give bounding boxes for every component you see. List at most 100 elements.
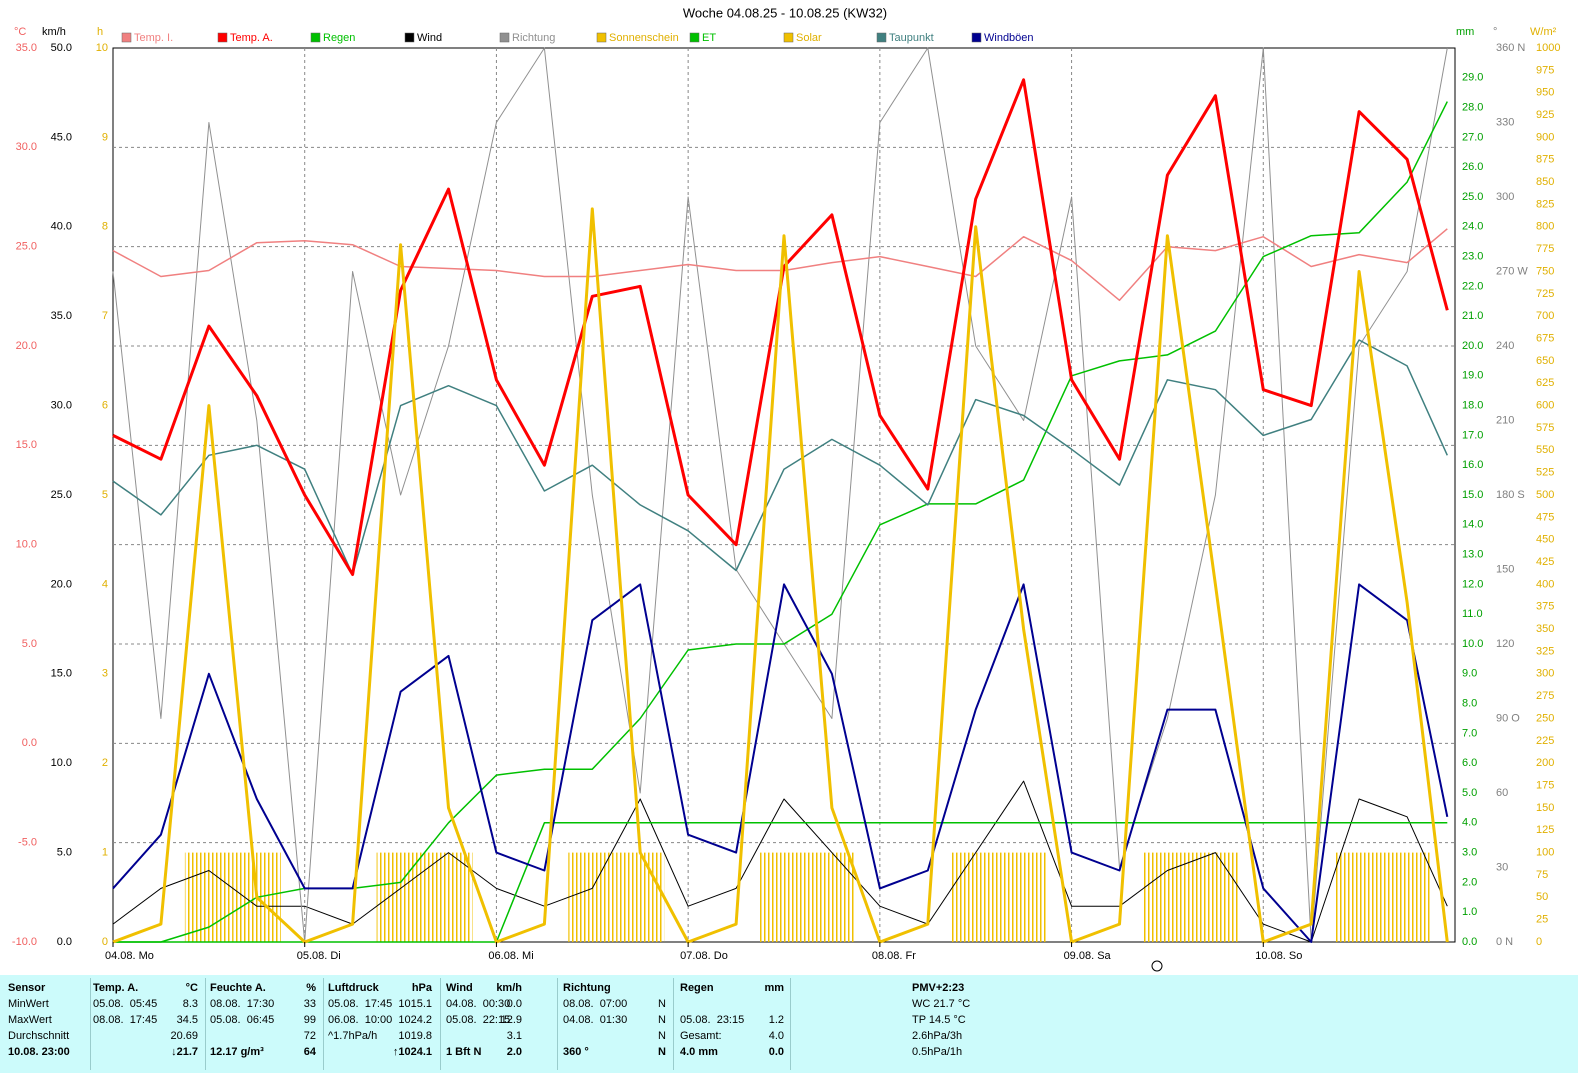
- y-tick-label: 23.0: [1462, 251, 1483, 263]
- y-tick-label: 20.0: [51, 578, 72, 590]
- y-tick-label: 0.0: [22, 737, 37, 749]
- y-tick-label: 725: [1536, 288, 1554, 300]
- axis-unit: W/m²: [1530, 26, 1557, 38]
- y-tick-label: 12.0: [1462, 578, 1483, 590]
- y-tick-label: 75: [1536, 869, 1548, 881]
- y-tick-label: 25.0: [51, 489, 72, 501]
- y-tick-label: 6: [102, 400, 108, 412]
- y-tick-label: 15.0: [51, 668, 72, 680]
- y-tick-label: 21.0: [1462, 310, 1483, 322]
- legend-label: Regen: [323, 32, 355, 44]
- y-tick-label: 240: [1496, 340, 1514, 352]
- y-tick-label: 180 S: [1496, 489, 1525, 501]
- y-tick-label: 3: [102, 668, 108, 680]
- table-cell: km/h: [496, 982, 522, 994]
- legend-swatch: [499, 32, 510, 43]
- y-tick-label: 8: [102, 221, 108, 233]
- y-tick-label: 600: [1536, 400, 1554, 412]
- y-tick-label: 300: [1496, 191, 1514, 203]
- table-cell: °C: [185, 982, 198, 994]
- y-tick-label: 90 O: [1496, 712, 1520, 724]
- y-tick-label: 1: [102, 847, 108, 859]
- y-tick-label: 4.0: [1462, 817, 1477, 829]
- table-cell: %: [306, 982, 316, 994]
- table-cell: 08.08. 17:45: [93, 1014, 158, 1026]
- sunshine-bar: [951, 852, 1000, 942]
- legend-label: ET: [702, 32, 716, 44]
- legend-swatch: [783, 32, 794, 43]
- y-tick-label: 50.0: [51, 42, 72, 54]
- y-tick-label: 925: [1536, 109, 1554, 121]
- table-cell: 04.08. 00:30: [446, 998, 511, 1010]
- table-cell: 0.0: [768, 1046, 784, 1058]
- y-tick-label: 30.0: [51, 400, 72, 412]
- y-tick-label: 26.0: [1462, 161, 1483, 173]
- y-tick-label: 10.0: [1462, 638, 1483, 650]
- table-cell: Temp. A.: [93, 982, 139, 994]
- y-tick-label: 270 W: [1496, 265, 1528, 277]
- y-tick-label: 35.0: [16, 42, 37, 54]
- y-tick-label: 850: [1536, 176, 1554, 188]
- y-tick-label: 200: [1536, 757, 1554, 769]
- y-tick-label: 40.0: [51, 221, 72, 233]
- y-tick-label: 150: [1536, 802, 1554, 814]
- y-tick-label: 825: [1536, 198, 1554, 210]
- x-tick-label: 08.08. Fr: [872, 950, 916, 962]
- table-cell: 33: [303, 998, 316, 1010]
- y-tick-label: 22.0: [1462, 280, 1483, 292]
- table-cell: 360 °: [563, 1046, 589, 1058]
- table-cell: ↓21.7: [171, 1046, 198, 1058]
- y-tick-label: 17.0: [1462, 429, 1483, 441]
- table-separator: [323, 978, 324, 1070]
- table-cell: 05.08. 06:45: [210, 1014, 275, 1026]
- y-tick-label: 30: [1496, 861, 1508, 873]
- table-cell: ↑1024.1: [392, 1046, 432, 1058]
- sunshine-bar: [1191, 852, 1240, 942]
- legend-label: Wind: [417, 32, 442, 44]
- legend-label: Temp. A.: [230, 32, 273, 44]
- table-cell: 12.17 g/m³: [210, 1046, 264, 1058]
- y-tick-label: 45.0: [51, 131, 72, 143]
- legend-swatch: [404, 32, 415, 43]
- legend-swatch: [121, 32, 132, 43]
- legend-swatch: [876, 32, 887, 43]
- x-tick-label: 09.08. Sa: [1064, 950, 1112, 962]
- y-tick-label: 375: [1536, 601, 1554, 613]
- table-cell: ^1.7hPa/h: [328, 1030, 378, 1042]
- table-cell: mm: [764, 982, 784, 994]
- y-tick-label: 0: [1536, 936, 1542, 948]
- y-tick-label: 4: [102, 578, 108, 590]
- pmv-line: 0.5hPa/1h: [912, 1046, 963, 1058]
- series-line: [112, 78, 1449, 576]
- legend-swatch: [596, 32, 607, 43]
- axes: °C-10.0-5.00.05.010.015.020.025.030.035.…: [12, 26, 1561, 962]
- table-cell: 08.08. 07:00: [563, 998, 628, 1010]
- table-cell: 20.69: [170, 1030, 198, 1042]
- y-tick-label: 550: [1536, 444, 1554, 456]
- y-tick-label: 5.0: [22, 638, 37, 650]
- y-tick-label: 20.0: [16, 340, 37, 352]
- sunshine-bar: [376, 852, 425, 942]
- y-tick-label: 35.0: [51, 310, 72, 322]
- y-tick-label: 20.0: [1462, 340, 1483, 352]
- table-cell: 1.2: [768, 1014, 784, 1026]
- table-separator: [205, 978, 206, 1070]
- y-tick-label: 210: [1496, 414, 1514, 426]
- table-cell: 10.08. 23:00: [8, 1046, 70, 1058]
- axis-unit: km/h: [42, 26, 66, 38]
- table-separator: [90, 978, 91, 1070]
- y-tick-label: 15.0: [16, 439, 37, 451]
- table-separator: [557, 978, 558, 1070]
- pmv-line: WC 21.7 °C: [912, 998, 971, 1010]
- pmv-line: TP 14.5 °C: [912, 1014, 966, 1026]
- legend-swatch: [217, 32, 228, 43]
- chart-title: Woche 04.08.25 - 10.08.25 (KW32): [683, 5, 887, 20]
- y-tick-label: 450: [1536, 534, 1554, 546]
- sunshine-bar: [1383, 852, 1432, 942]
- legend-swatch: [971, 32, 982, 43]
- table-cell: 05.08. 22:15: [446, 1014, 511, 1026]
- table-cell: 2.0: [506, 1046, 522, 1058]
- y-tick-label: 10.0: [16, 539, 37, 551]
- legend-label: Windböen: [984, 32, 1034, 44]
- y-tick-label: 975: [1536, 64, 1554, 76]
